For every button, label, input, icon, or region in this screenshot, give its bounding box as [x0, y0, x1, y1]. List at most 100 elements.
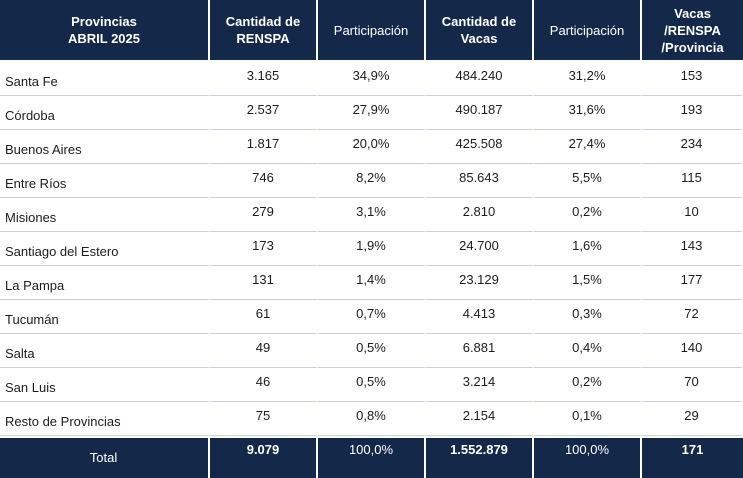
cell-vacas: 425.508	[426, 130, 534, 164]
cell-provincia: San Luis	[0, 368, 210, 402]
cell-participacion-renspa: 0,5%	[318, 334, 426, 368]
cell-vacas: 484.240	[426, 60, 534, 96]
cell-provincia: Entre Ríos	[0, 164, 210, 198]
table-row: Salta 49 0,5% 6.881 0,4% 140	[0, 334, 743, 368]
cell-renspa: 49	[210, 334, 318, 368]
table-row: Resto de Provincias 75 0,8% 2.154 0,1% 2…	[0, 402, 743, 436]
cell-provincia: Santa Fe	[0, 60, 210, 96]
cell-provincia: La Pampa	[0, 266, 210, 300]
table-row: San Luis 46 0,5% 3.214 0,2% 70	[0, 368, 743, 402]
header-provincias: Provincias ABRIL 2025	[0, 0, 210, 60]
table-header: Provincias ABRIL 2025 Cantidad de RENSPA…	[0, 0, 743, 60]
cell-provincia: Tucumán	[0, 300, 210, 334]
total-participacion-vacas: 100,0%	[534, 436, 642, 478]
header-cantidad-renspa-line1: Cantidad de	[225, 14, 301, 29]
cell-renspa: 75	[210, 402, 318, 436]
table-row: Buenos Aires 1.817 20,0% 425.508 27,4% 2…	[0, 130, 743, 164]
cell-participacion-renspa: 27,9%	[318, 96, 426, 130]
cell-vacas: 2.154	[426, 402, 534, 436]
cell-participacion-vacas: 27,4%	[534, 130, 642, 164]
cell-vacas-por-renspa: 193	[642, 96, 743, 130]
header-cantidad-renspa: Cantidad de RENSPA	[210, 0, 318, 60]
header-provincias-line1: Provincias	[71, 14, 137, 29]
total-label: Total	[0, 436, 210, 478]
cell-renspa: 3.165	[210, 60, 318, 96]
cell-participacion-renspa: 20,0%	[318, 130, 426, 164]
cell-vacas: 23.129	[426, 266, 534, 300]
cell-vacas: 6.881	[426, 334, 534, 368]
cell-participacion-renspa: 8,2%	[318, 164, 426, 198]
cell-provincia: Buenos Aires	[0, 130, 210, 164]
cell-vacas: 3.214	[426, 368, 534, 402]
header-cantidad-vacas: Cantidad de Vacas	[426, 0, 534, 60]
cell-vacas-por-renspa: 177	[642, 266, 743, 300]
cell-vacas-por-renspa: 70	[642, 368, 743, 402]
cell-participacion-renspa: 3,1%	[318, 198, 426, 232]
header-cantidad-vacas-line2: Vacas	[460, 31, 498, 46]
cell-participacion-vacas: 0,3%	[534, 300, 642, 334]
table-row: Tucumán 61 0,7% 4.413 0,3% 72	[0, 300, 743, 334]
table-footer: Total 9.079 100,0% 1.552.879 100,0% 171	[0, 436, 743, 478]
cell-renspa: 2.537	[210, 96, 318, 130]
cell-participacion-renspa: 1,4%	[318, 266, 426, 300]
cell-vacas-por-renspa: 234	[642, 130, 743, 164]
total-participacion-renspa: 100,0%	[318, 436, 426, 478]
cell-provincia: Córdoba	[0, 96, 210, 130]
cell-vacas: 4.413	[426, 300, 534, 334]
header-provincias-line2: ABRIL 2025	[67, 31, 140, 46]
cell-renspa: 61	[210, 300, 318, 334]
cell-provincia: Misiones	[0, 198, 210, 232]
cell-renspa: 279	[210, 198, 318, 232]
total-row: Total 9.079 100,0% 1.552.879 100,0% 171	[0, 436, 743, 478]
header-participacion-vacas: Participación	[534, 0, 642, 60]
table-row: Entre Ríos 746 8,2% 85.643 5,5% 115	[0, 164, 743, 198]
header-vacas-por-renspa-line2: /Provincia	[661, 39, 724, 55]
cell-renspa: 173	[210, 232, 318, 266]
cell-renspa: 1.817	[210, 130, 318, 164]
cell-participacion-vacas: 0,2%	[534, 368, 642, 402]
total-vacas-por-renspa: 171	[642, 436, 743, 478]
cell-vacas-por-renspa: 10	[642, 198, 743, 232]
cell-renspa: 746	[210, 164, 318, 198]
header-participacion-vacas-label: Participación	[549, 22, 625, 38]
header-cantidad-vacas-line1: Cantidad de	[441, 14, 517, 29]
cell-participacion-vacas: 0,4%	[534, 334, 642, 368]
cell-vacas: 2.810	[426, 198, 534, 232]
total-renspa: 9.079	[210, 436, 318, 478]
cell-vacas-por-renspa: 140	[642, 334, 743, 368]
cell-participacion-vacas: 0,2%	[534, 198, 642, 232]
cell-participacion-vacas: 1,5%	[534, 266, 642, 300]
total-vacas: 1.552.879	[426, 436, 534, 478]
cell-provincia: Resto de Provincias	[0, 402, 210, 436]
header-vacas-por-renspa-line1: Vacas /RENSPA	[664, 5, 721, 38]
cell-provincia: Santiago del Estero	[0, 232, 210, 266]
header-participacion-renspa: Participación	[318, 0, 426, 60]
header-cantidad-renspa-line2: RENSPA	[236, 31, 290, 46]
cell-participacion-renspa: 1,9%	[318, 232, 426, 266]
table-row: Misiones 279 3,1% 2.810 0,2% 10	[0, 198, 743, 232]
cell-participacion-renspa: 0,7%	[318, 300, 426, 334]
cell-provincia: Salta	[0, 334, 210, 368]
header-participacion-renspa-label: Participación	[333, 22, 409, 38]
cell-participacion-renspa: 0,8%	[318, 402, 426, 436]
header-vacas-por-renspa: Vacas /RENSPA /Provincia	[642, 0, 743, 60]
cell-vacas-por-renspa: 115	[642, 164, 743, 198]
cell-vacas-por-renspa: 153	[642, 60, 743, 96]
cell-participacion-vacas: 5,5%	[534, 164, 642, 198]
table-row: La Pampa 131 1,4% 23.129 1,5% 177	[0, 266, 743, 300]
cell-vacas-por-renspa: 143	[642, 232, 743, 266]
cell-vacas: 24.700	[426, 232, 534, 266]
cell-participacion-renspa: 34,9%	[318, 60, 426, 96]
table-row: Córdoba 2.537 27,9% 490.187 31,6% 193	[0, 96, 743, 130]
table-row: Santa Fe 3.165 34,9% 484.240 31,2% 153	[0, 60, 743, 96]
cell-participacion-vacas: 31,2%	[534, 60, 642, 96]
table-body: Santa Fe 3.165 34,9% 484.240 31,2% 153 C…	[0, 60, 743, 436]
header-row: Provincias ABRIL 2025 Cantidad de RENSPA…	[0, 0, 743, 60]
cell-vacas: 490.187	[426, 96, 534, 130]
cell-vacas: 85.643	[426, 164, 534, 198]
cell-renspa: 131	[210, 266, 318, 300]
cell-vacas-por-renspa: 29	[642, 402, 743, 436]
cell-participacion-vacas: 1,6%	[534, 232, 642, 266]
cell-participacion-vacas: 0,1%	[534, 402, 642, 436]
